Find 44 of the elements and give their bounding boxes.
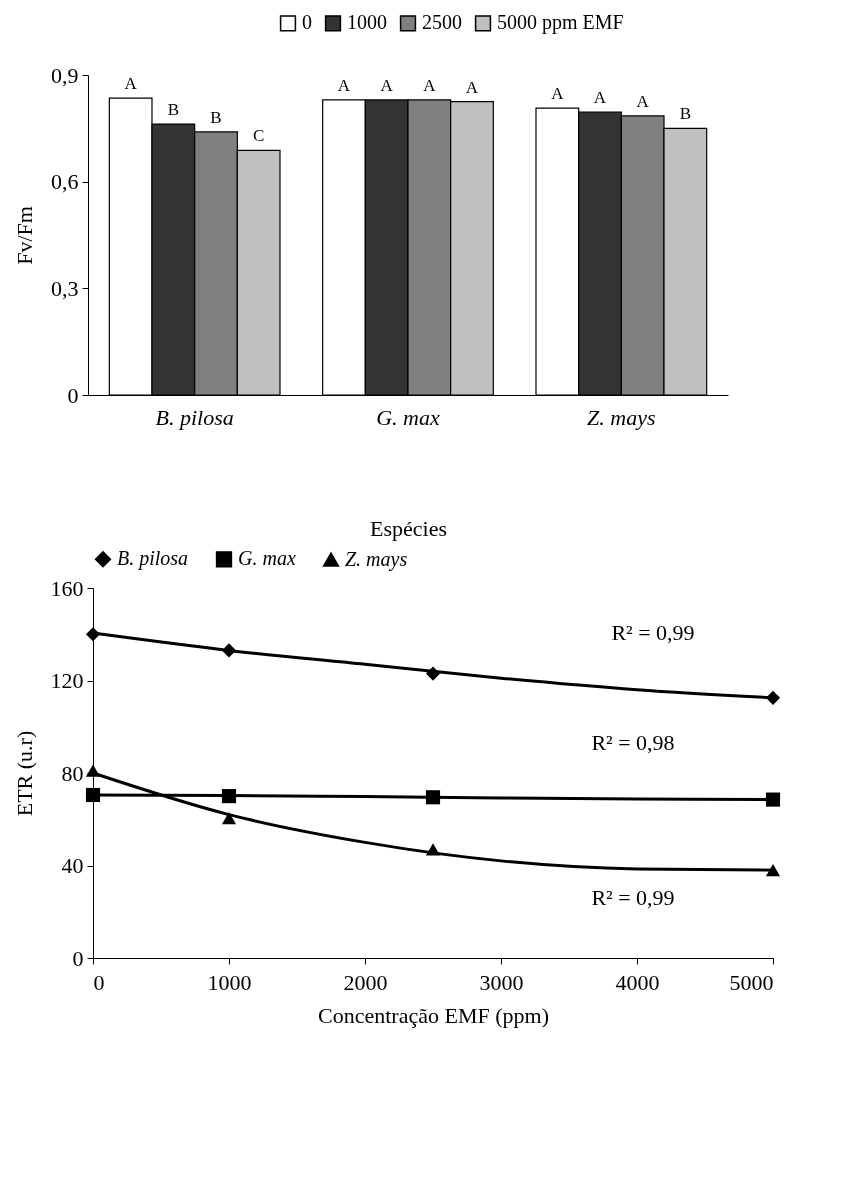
- legend-label: B. pilosa: [117, 547, 189, 571]
- y-tick-label: 0,6: [51, 169, 79, 195]
- data-label: A: [636, 91, 650, 111]
- y-tick-label: 120: [50, 668, 84, 693]
- x-tick-label: 5000: [729, 969, 774, 995]
- data-label: A: [465, 77, 479, 97]
- y-axis-title: ETR (u.r): [11, 730, 37, 817]
- y-axis-title: Fv/Fm: [12, 206, 37, 265]
- data-label: B: [679, 104, 692, 124]
- legend-label: Z. mays: [345, 547, 408, 571]
- data-label: A: [423, 75, 437, 95]
- annotation: R² = 0,99: [611, 620, 695, 645]
- data-label: A: [124, 74, 138, 94]
- legend-label: 2500: [422, 11, 462, 34]
- legend-label: 0: [302, 11, 312, 34]
- x-tick-label: 0: [93, 969, 105, 995]
- data-label: A: [380, 75, 394, 95]
- annotation: R² = 0,99: [591, 885, 675, 910]
- x-tick-label: 4000: [615, 969, 660, 995]
- annotation: R² = 0,98: [591, 730, 675, 755]
- y-tick-label: 160: [50, 575, 84, 601]
- data-label: C: [252, 126, 265, 146]
- x-tick-label: B. pilosa: [155, 404, 234, 430]
- y-tick-label: 80: [61, 760, 84, 786]
- y-tick-label: 0,3: [51, 275, 79, 301]
- data-label: A: [337, 75, 351, 95]
- x-axis-title: Concentração EMF (ppm): [318, 1002, 549, 1028]
- y-tick-label: 0: [67, 382, 79, 408]
- y-tick-label: 0,9: [51, 62, 79, 88]
- x-tick-label: 1000: [207, 969, 252, 995]
- x-tick-label: Z. mays: [587, 404, 656, 430]
- legend-label: G. max: [238, 547, 296, 570]
- data-label: B: [210, 107, 222, 127]
- legend-label: 1000: [347, 11, 387, 34]
- x-tick-label: 2000: [343, 969, 388, 995]
- data-label: A: [593, 87, 607, 107]
- x-axis-title: Espécies: [370, 515, 447, 541]
- data-label: A: [551, 84, 565, 104]
- y-tick-label: 40: [61, 853, 84, 878]
- x-tick-label: 3000: [479, 969, 524, 995]
- data-label: B: [167, 100, 180, 120]
- y-tick-label: 0: [72, 945, 84, 971]
- x-tick-label: G. max: [376, 404, 440, 430]
- legend-label: 5000 ppm EMF: [497, 11, 624, 35]
